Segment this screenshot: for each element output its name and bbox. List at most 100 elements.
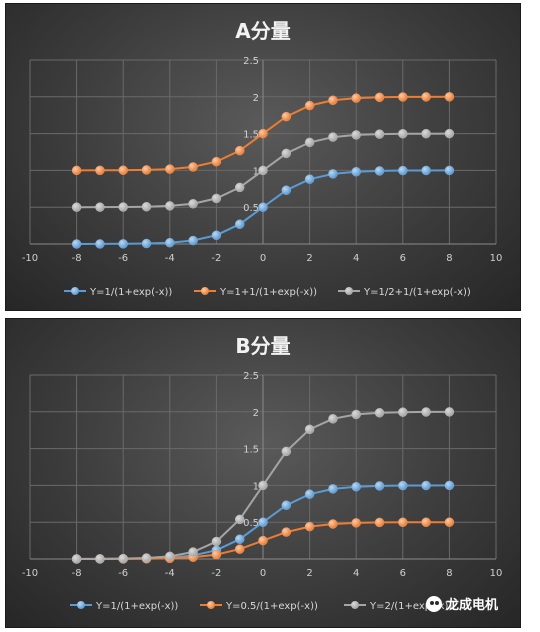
data-point <box>328 484 338 494</box>
data-point <box>328 169 338 179</box>
chart-panel-a: A分量 0.5 1 1.5 2 2.5 -10 -8 -6 -4 -2 0 2 4 6 8 10 Y=1/(1+e… <box>6 4 520 310</box>
y-tick-label: 2.5 <box>243 56 259 67</box>
y-tick-label: 1 <box>253 481 259 492</box>
chart-a: A分量 0.5 1 1.5 2 2.5 -10 -8 -6 -4 -2 0 2 4 6 8 10 Y=1/(1+e… <box>22 19 503 298</box>
data-point <box>141 238 152 249</box>
x-tick-label: 2 <box>306 253 312 264</box>
legend-marker <box>201 287 209 295</box>
data-point <box>95 202 105 212</box>
data-point <box>374 129 385 139</box>
data-point <box>328 95 338 106</box>
y-tick-label: 0.5 <box>243 203 259 214</box>
data-point <box>351 166 361 177</box>
legend-label: Y=1+1/(1+exp(-x)) <box>219 287 317 298</box>
x-tick-label: -10 <box>22 253 38 264</box>
data-point <box>165 551 175 562</box>
data-point <box>398 407 408 417</box>
data-point <box>281 185 292 195</box>
data-point <box>374 481 385 491</box>
data-point <box>398 92 408 102</box>
data-point <box>421 517 431 527</box>
data-point <box>444 407 455 417</box>
data-point <box>304 521 315 532</box>
data-point <box>374 517 385 528</box>
data-point <box>351 518 361 528</box>
data-point <box>351 93 361 103</box>
data-point <box>351 481 361 492</box>
x-tick-label: -2 <box>211 568 221 579</box>
chart-panel-b: B分量 0.5 1 1.5 2 2.5 -10 -8 -6 -4 -2 0 2 4 6 8 10 Y=1/(1+e… <box>6 319 520 627</box>
data-point <box>281 148 292 159</box>
data-point <box>398 128 408 139</box>
data-point <box>234 514 245 525</box>
x-tick-label: 0 <box>260 568 266 579</box>
data-point <box>374 408 385 418</box>
legend-marker <box>71 287 79 295</box>
legend-marker <box>77 601 85 609</box>
data-point <box>234 544 245 554</box>
data-point <box>398 517 408 528</box>
y-tick-label: 2.5 <box>243 371 259 382</box>
data-point <box>211 156 222 167</box>
data-point <box>71 239 82 249</box>
x-tick-label: 4 <box>353 568 359 579</box>
data-point <box>211 536 222 547</box>
y-tick-label: 1 <box>253 166 259 177</box>
x-tick-label: 0 <box>260 253 266 264</box>
data-point <box>444 92 455 102</box>
x-tick-label: 2 <box>306 568 312 579</box>
data-point <box>258 535 268 546</box>
data-point <box>421 92 431 102</box>
data-point <box>281 500 292 510</box>
legend-label: Y=1/(1+exp(-x)) <box>89 287 172 298</box>
data-point <box>444 165 455 176</box>
data-point <box>258 202 268 212</box>
y-tick-label: 0.5 <box>243 518 259 529</box>
data-point <box>328 132 338 142</box>
x-tick-label: 10 <box>490 568 503 579</box>
data-point <box>141 165 152 175</box>
data-point <box>234 145 245 156</box>
wechat-icon <box>425 595 442 612</box>
data-point <box>188 235 198 246</box>
x-tick-label: -8 <box>72 253 82 264</box>
data-point <box>141 553 152 563</box>
data-point <box>118 202 128 212</box>
data-point <box>398 165 408 176</box>
data-point <box>71 554 82 564</box>
legend-label: Y=0.5/(1+exp(-x)) <box>225 601 318 612</box>
x-tick-label: 6 <box>400 568 406 579</box>
data-point <box>188 547 198 557</box>
legend-label: Y=1/(1+exp(-x)) <box>95 601 178 612</box>
data-point <box>304 100 315 111</box>
data-point <box>211 230 222 240</box>
data-point <box>165 164 175 174</box>
data-point <box>71 165 82 176</box>
data-point <box>95 239 105 249</box>
data-point <box>421 165 431 176</box>
data-point <box>281 111 292 122</box>
data-point <box>188 198 198 209</box>
y-tick-label: 1.5 <box>243 130 259 141</box>
data-point <box>188 162 198 172</box>
data-point <box>304 174 315 184</box>
legend-label: Y=1/2+1/(1+exp(-x)) <box>363 287 471 298</box>
data-point <box>421 128 431 139</box>
x-tick-label: -6 <box>118 568 128 579</box>
data-point <box>95 165 105 176</box>
data-point <box>281 527 292 537</box>
data-point <box>258 480 268 491</box>
data-point <box>398 480 408 491</box>
data-point <box>374 166 385 176</box>
legend-marker <box>351 601 359 609</box>
data-point <box>234 534 245 544</box>
legend-marker <box>207 601 215 609</box>
x-tick-label: 8 <box>446 568 452 579</box>
x-tick-label: -2 <box>211 253 221 264</box>
data-point <box>281 446 292 457</box>
legend-label: Y=2/(1+exp(-x)) <box>369 601 452 612</box>
watermark: 龙成电机 <box>425 594 498 613</box>
data-point <box>444 517 455 527</box>
x-tick-label: 4 <box>353 253 359 264</box>
data-point <box>258 517 268 527</box>
